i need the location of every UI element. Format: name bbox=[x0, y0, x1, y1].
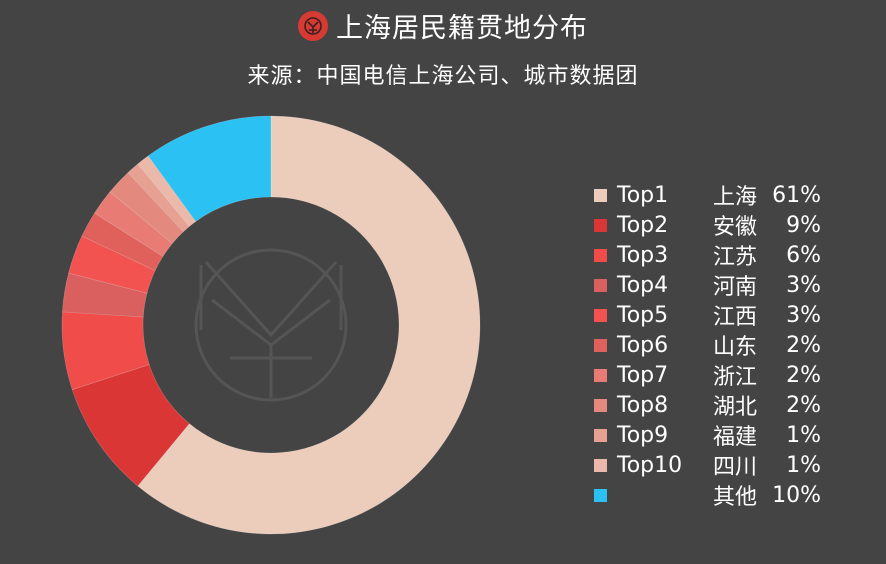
legend-percent: 2% bbox=[786, 332, 821, 358]
legend-item-9: Top9 福建 1% bbox=[594, 420, 821, 450]
legend-rank: Top5 bbox=[617, 302, 669, 328]
legend-percent: 1% bbox=[786, 422, 821, 448]
legend-swatch bbox=[594, 338, 607, 352]
legend-label: 湖北 bbox=[713, 395, 758, 420]
donut-slice-2 bbox=[71, 364, 190, 487]
legend-rank: Top1 bbox=[617, 182, 669, 208]
legend-percent: 2% bbox=[786, 392, 821, 418]
donut-slice-10 bbox=[137, 155, 197, 227]
legend-item-5: Top5 江西 3% bbox=[594, 300, 821, 330]
legend-percent: 9% bbox=[786, 212, 821, 238]
chart-title: 上海居民籍贯地分布 bbox=[336, 13, 588, 44]
legend-label: 安徽 bbox=[713, 215, 758, 240]
legend-label: 江西 bbox=[713, 305, 758, 330]
legend-item-2: Top2 安徽 9% bbox=[594, 210, 821, 240]
chart-legend: Top1 上海 61% Top2 安徽 9% Top3 江苏 6% Top4 河南 3% Top5 江西 3… bbox=[594, 180, 821, 510]
legend-item-8: Top8 湖北 2% bbox=[594, 390, 821, 420]
legend-swatch bbox=[594, 488, 607, 502]
legend-percent: 2% bbox=[786, 362, 821, 388]
legend-percent: 3% bbox=[786, 302, 821, 328]
chart-subtitle: 来源：中国电信上海公司、城市数据团 bbox=[247, 64, 639, 89]
donut-slice-3 bbox=[61, 311, 150, 390]
legend-label: 福建 bbox=[713, 425, 758, 450]
legend-swatch bbox=[594, 458, 607, 472]
brand-logo-icon bbox=[298, 10, 328, 41]
legend-swatch bbox=[594, 188, 607, 202]
legend-swatch bbox=[594, 398, 607, 412]
legend-label: 四川 bbox=[713, 455, 758, 480]
legend-swatch bbox=[594, 248, 607, 262]
legend-swatch bbox=[594, 428, 607, 442]
legend-item-7: Top7 浙江 2% bbox=[594, 360, 821, 390]
legend-rank: Top10 bbox=[617, 452, 683, 478]
legend-percent: 1% bbox=[786, 452, 821, 478]
title-row: 上海居民籍贯地分布 bbox=[0, 6, 886, 45]
legend-percent: 10% bbox=[772, 482, 821, 508]
donut-slice-4 bbox=[62, 272, 148, 318]
legend-rank: Top4 bbox=[617, 272, 669, 298]
legend-percent: 3% bbox=[786, 272, 821, 298]
legend-label: 上海 bbox=[713, 185, 758, 210]
donut-slice-11 bbox=[147, 115, 272, 222]
legend-rank: Top7 bbox=[617, 362, 669, 388]
legend-swatch bbox=[594, 278, 607, 292]
legend-swatch bbox=[594, 218, 607, 232]
legend-item-1: Top1 上海 61% bbox=[594, 180, 821, 210]
legend-item-10: Top10 四川 1% bbox=[594, 450, 821, 480]
legend-rank: Top8 bbox=[617, 392, 669, 418]
legend-percent: 61% bbox=[772, 182, 821, 208]
legend-percent: 6% bbox=[786, 242, 821, 268]
legend-item-11: 其他 10% bbox=[594, 480, 821, 510]
legend-swatch bbox=[594, 368, 607, 382]
legend-label: 其他 bbox=[713, 485, 758, 510]
legend-rank: Top6 bbox=[617, 332, 669, 358]
watermark-logo-icon bbox=[194, 248, 348, 402]
legend-rank: Top9 bbox=[617, 422, 669, 448]
legend-rank: Top2 bbox=[617, 212, 669, 238]
legend-rank: Top3 bbox=[617, 242, 669, 268]
donut-slice-7 bbox=[94, 191, 173, 257]
legend-item-3: Top3 江苏 6% bbox=[594, 240, 821, 270]
legend-label: 江苏 bbox=[713, 245, 758, 270]
legend-label: 山东 bbox=[713, 335, 758, 360]
legend-label: 河南 bbox=[713, 275, 758, 300]
legend-swatch bbox=[594, 308, 607, 322]
legend-label: 浙江 bbox=[713, 365, 758, 390]
legend-item-6: Top6 山东 2% bbox=[594, 330, 821, 360]
donut-slices bbox=[61, 115, 481, 535]
legend-item-4: Top4 河南 3% bbox=[594, 270, 821, 300]
donut-slice-1 bbox=[137, 115, 481, 535]
